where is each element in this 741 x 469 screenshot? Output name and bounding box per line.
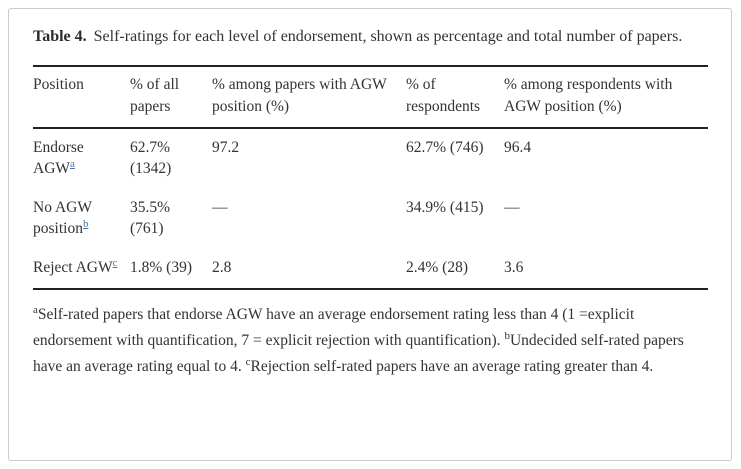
note-ref-link-a[interactable]: a	[70, 157, 75, 170]
table-header: Position % of all papers % among papers …	[33, 66, 708, 129]
cell-position: Endorse AGWa	[33, 128, 130, 189]
cell-pct-respondents-agw: 96.4	[504, 139, 532, 156]
footnote-marker-b: b	[504, 329, 510, 342]
position-label: No AGW position	[33, 199, 92, 237]
column-header-pct-respondents: % of respondents	[406, 66, 504, 129]
footnote-marker-a: a	[33, 303, 38, 316]
cell-pct-respondents: 2.4% (28)	[406, 259, 468, 276]
cell-pct-papers-agw: 97.2	[212, 139, 240, 156]
cell-pct-respondents: 62.7% (746)	[406, 139, 484, 156]
self-ratings-table: Position % of all papers % among papers …	[33, 65, 708, 290]
footnote-text-b: Undecided self-rated papers have an aver…	[33, 332, 684, 375]
note-ref-superscript: a	[70, 158, 75, 170]
cell-pct-respondents: 34.9% (415)	[406, 199, 484, 216]
table-number-label: Table 4.	[33, 28, 87, 45]
column-header-position: Position	[33, 66, 130, 129]
header-row: Position % of all papers % among papers …	[33, 66, 708, 129]
cell-pct-all-papers: 1.8% (39)	[130, 259, 192, 276]
position-label: Reject AGW	[33, 259, 113, 276]
cell-pct-papers-agw: 2.8	[212, 259, 232, 276]
footnote-text-c: Rejection self-rated papers have an aver…	[250, 358, 654, 375]
cell-position: No AGW positionb	[33, 189, 130, 249]
table-row-reject-agw: Reject AGWc 1.8% (39) 2.8 2.4% (28) 3.6	[33, 249, 708, 289]
column-header-pct-papers-agw: % among papers with AGW position (%)	[212, 66, 406, 129]
column-header-pct-all-papers: % of all papers	[130, 66, 212, 129]
cell-pct-all-papers: 62.7% (1342)	[130, 139, 172, 177]
table-footnotes: aSelf-rated papers that endorse AGW have…	[33, 302, 708, 380]
note-ref-link-b[interactable]: b	[82, 217, 89, 230]
table-row-endorse-agw: Endorse AGWa 62.7% (1342) 97.2 62.7% (74…	[33, 128, 708, 189]
cell-pct-respondents-agw: 3.6	[504, 259, 524, 276]
note-ref-superscript: b	[83, 218, 89, 230]
table-row-no-agw-position: No AGW positionb 35.5% (761) — 34.9% (41…	[33, 189, 708, 249]
note-ref-link-c[interactable]: c	[112, 256, 118, 269]
table-card: Table 4. Self-ratings for each level of e…	[8, 8, 732, 461]
footnote-text-a: Self-rated papers that endorse AGW have …	[33, 306, 635, 349]
note-ref-superscript: c	[113, 257, 118, 269]
cell-pct-all-papers: 35.5% (761)	[130, 199, 171, 237]
position-label: Endorse AGW	[33, 139, 84, 177]
table-body: Endorse AGWa 62.7% (1342) 97.2 62.7% (74…	[33, 128, 708, 289]
cell-pct-respondents-agw: —	[504, 199, 520, 216]
cell-position: Reject AGWc	[33, 249, 130, 289]
column-header-pct-respondents-agw: % among respondents with AGW position (%…	[504, 66, 708, 129]
footnote-marker-c: c	[245, 355, 251, 368]
table-caption-text: Self-ratings for each level of endorseme…	[93, 28, 683, 45]
cell-pct-papers-agw: —	[212, 199, 228, 216]
table-caption: Table 4. Self-ratings for each level of e…	[33, 22, 707, 52]
